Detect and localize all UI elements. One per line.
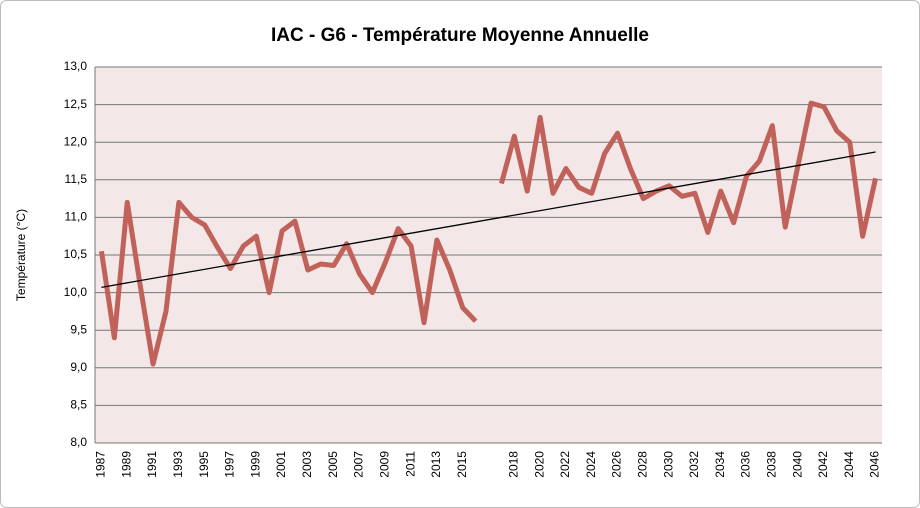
x-tick-label: 2038 <box>765 451 779 478</box>
x-tick-label: 1997 <box>223 451 237 478</box>
data-line <box>98 100 878 367</box>
y-tick-label: 9,0 <box>70 360 87 374</box>
y-tick-label: 8,0 <box>70 435 87 449</box>
x-tick-label: 2022 <box>558 451 572 478</box>
x-tick-label: 2030 <box>661 451 675 478</box>
y-tick-label: 8,5 <box>70 398 87 412</box>
x-tick-label: 2034 <box>713 451 727 478</box>
x-tick-label: 2040 <box>790 451 804 478</box>
x-tick-label: 2001 <box>274 451 288 478</box>
x-tick-label: 1999 <box>248 451 262 478</box>
x-tick-label: 2036 <box>739 451 753 478</box>
x-tick-label: 2003 <box>300 451 314 478</box>
y-tick-label: 10,0 <box>64 285 88 299</box>
x-tick-label: 1991 <box>145 451 159 478</box>
x-tick-label: 2046 <box>868 451 882 478</box>
y-tick-label: 11,5 <box>65 172 88 186</box>
x-tick-label: 2015 <box>455 451 469 478</box>
x-tick-label: 2009 <box>377 451 391 478</box>
x-tick-label: 1987 <box>94 451 108 478</box>
y-tick-label: 10,5 <box>64 247 88 261</box>
x-tick-label: 1989 <box>119 451 133 478</box>
x-tick-label: 2026 <box>610 451 624 478</box>
y-tick-label: 12,5 <box>64 97 88 111</box>
x-tick-label: 2007 <box>352 451 366 478</box>
x-tick-label: 2024 <box>584 451 598 478</box>
x-tick-label: 2028 <box>635 451 649 478</box>
x-tick-label: 2013 <box>429 451 443 478</box>
x-tick-label: 2005 <box>326 451 340 478</box>
x-tick-label: 2042 <box>816 451 830 478</box>
trend-line <box>101 151 876 288</box>
x-tick-label: 2044 <box>842 451 856 478</box>
y-tick-label: 9,5 <box>70 322 87 336</box>
y-tick-label: 13,0 <box>64 59 88 73</box>
x-tick-label: 1993 <box>171 451 185 478</box>
y-axis-label: Température (°C) <box>14 209 28 301</box>
x-tick-label: 2011 <box>403 451 417 477</box>
x-tick-label: 2032 <box>687 451 701 478</box>
chart-title: IAC - G6 - Température Moyenne Annuelle <box>271 25 649 46</box>
x-tick-label: 2020 <box>532 451 546 478</box>
y-tick-label: 12,0 <box>64 134 88 148</box>
x-tick-label: 2018 <box>506 451 520 478</box>
x-tick-label: 1995 <box>197 451 211 478</box>
y-tick-label: 11,0 <box>65 210 88 224</box>
